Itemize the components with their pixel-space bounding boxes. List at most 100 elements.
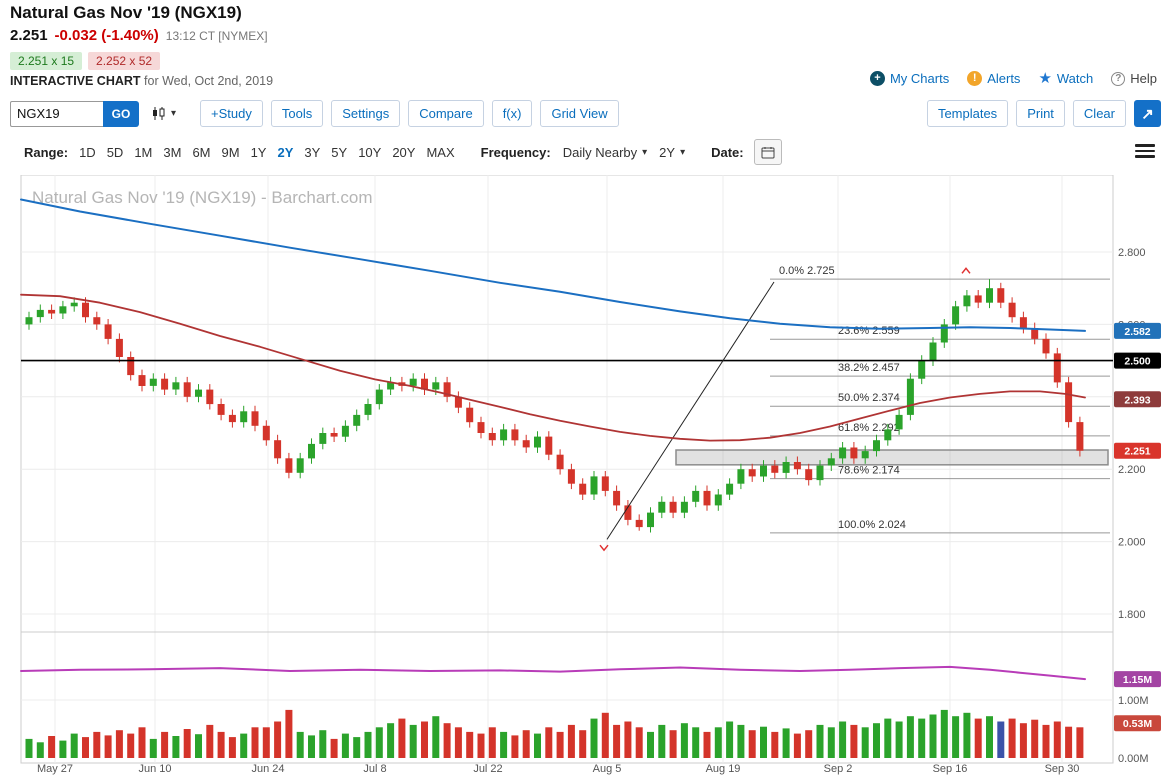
range-2y-selected[interactable]: 2Y (277, 144, 294, 160)
grid-view-button[interactable]: Grid View (540, 100, 619, 127)
range-5d[interactable]: 5D (106, 144, 124, 160)
help-label: Help (1130, 71, 1157, 86)
svg-text:Aug 5: Aug 5 (593, 763, 622, 775)
price-badge: 2.582 (1114, 322, 1161, 339)
svg-text:Jul 22: Jul 22 (473, 763, 502, 775)
clear-button[interactable]: Clear (1072, 100, 1126, 127)
watch-label: Watch (1056, 71, 1094, 86)
candlestick-icon (153, 107, 165, 120)
svg-text:100.0% 2.024: 100.0% 2.024 (838, 519, 906, 531)
tools-button[interactable]: Tools (270, 100, 324, 127)
alerts-label: Alerts (987, 71, 1021, 86)
svg-text:2.800: 2.800 (1118, 247, 1146, 259)
interactive-chart-row: INTERACTIVE CHART for Wed, Oct 2nd, 2019 (10, 74, 273, 88)
svg-text:2.251: 2.251 (1124, 446, 1150, 458)
svg-text:2.200: 2.200 (1118, 464, 1146, 476)
svg-text:2.500: 2.500 (1124, 356, 1150, 368)
chart-type-dropdown[interactable]: ▾ (147, 106, 180, 121)
print-button[interactable]: Print (1016, 100, 1065, 127)
svg-text:2.000: 2.000 (1118, 537, 1146, 549)
svg-text:Sep 30: Sep 30 (1045, 763, 1080, 775)
symbol-input[interactable] (10, 100, 103, 127)
svg-text:Jul 8: Jul 8 (363, 763, 386, 775)
settings-button[interactable]: Settings (331, 100, 401, 127)
ask-chip: 2.252 x 52 (88, 52, 161, 70)
range-bar: Range: 1D 5D 1M 3M 6M 9M 1Y 2Y 3Y 5Y 10Y… (24, 139, 782, 165)
svg-text:Aug 19: Aug 19 (706, 763, 741, 775)
price-change: -0.032 (-1.40%) (54, 27, 159, 44)
range-1y[interactable]: 1Y (250, 144, 267, 160)
page-title: Natural Gas Nov '19 (NGX19) (10, 3, 242, 22)
volume-badge: 1.15M (1114, 671, 1161, 688)
support-zone[interactable] (675, 449, 1109, 466)
svg-text:0.53M: 0.53M (1123, 718, 1152, 730)
chart-toolbar: GO ▾ +Study Tools Settings Compare f(x) … (10, 99, 1161, 128)
bid-chip: 2.251 x 15 (10, 52, 83, 70)
price-chart-canvas[interactable]: Natural Gas Nov '19 (NGX19) - Barchart.c… (0, 175, 1171, 781)
header-links: + My Charts ! Alerts ★ Watch ? Help (869, 71, 1157, 86)
svg-text:Jun 24: Jun 24 (251, 763, 284, 775)
chevron-down-icon: ▾ (171, 108, 177, 119)
my-charts-label: My Charts (889, 71, 950, 86)
alerts-link[interactable]: ! Alerts (967, 71, 1020, 86)
compare-button[interactable]: Compare (408, 100, 484, 127)
chevron-down-icon: ▾ (642, 146, 648, 158)
range-3m[interactable]: 3M (163, 144, 182, 160)
range-9m[interactable]: 9M (221, 144, 240, 160)
date-picker-button[interactable] (753, 139, 782, 165)
calendar-icon (761, 146, 775, 158)
add-study-button[interactable]: +Study (200, 100, 263, 127)
watch-link[interactable]: ★ Watch (1038, 71, 1093, 86)
my-charts-link[interactable]: + My Charts (869, 71, 950, 86)
frequency-label: Frequency: (480, 144, 551, 160)
help-link[interactable]: ? Help (1111, 71, 1157, 86)
period-value: 2Y (659, 144, 676, 160)
expand-chart-button[interactable]: ↗ (1134, 100, 1161, 127)
bid-ask-row: 2.251 x 15 2.252 x 52 (10, 52, 161, 70)
candlesticks (25, 279, 1084, 533)
range-20y[interactable]: 20Y (392, 144, 416, 160)
price-badge: 2.393 (1114, 391, 1161, 408)
period-dropdown[interactable]: 2Y ▾ (659, 145, 685, 160)
last-price: 2.251 (10, 27, 48, 44)
price-badge: 2.251 (1114, 442, 1161, 459)
price-axis: 2.8002.6002.4002.2002.0001.8001.00M0.00M… (1114, 247, 1161, 765)
chart-marker[interactable] (599, 544, 609, 552)
range-6m[interactable]: 6M (192, 144, 211, 160)
chevron-down-icon: ▾ (680, 146, 686, 158)
interactive-chart-label: INTERACTIVE CHART (10, 74, 141, 88)
menu-icon[interactable] (1135, 141, 1155, 161)
svg-text:0.00M: 0.00M (1118, 753, 1149, 765)
quote-row: 2.251 -0.032 (-1.40%) 13:12 CT [NYMEX] (10, 27, 268, 44)
range-5y[interactable]: 5Y (331, 144, 348, 160)
expand-icon: ↗ (1141, 105, 1154, 123)
my-charts-icon: + (869, 71, 885, 86)
volume-ma-line (20, 665, 1086, 681)
volume-bars (25, 709, 1084, 758)
fx-button[interactable]: f(x) (491, 100, 533, 127)
toolbar-left: GO ▾ +Study Tools Settings Compare f(x) … (10, 100, 619, 127)
ma-line-red (20, 293, 1086, 442)
svg-text:Sep 2: Sep 2 (824, 763, 853, 775)
gridlines (21, 175, 1113, 763)
interactive-chart-date: for Wed, Oct 2nd, 2019 (144, 74, 274, 88)
range-1m[interactable]: 1M (134, 144, 153, 160)
chart-marker[interactable] (961, 267, 971, 274)
svg-text:78.6% 2.174: 78.6% 2.174 (838, 465, 900, 477)
trend-line[interactable] (606, 281, 775, 540)
price-badge: 2.500 (1114, 352, 1161, 369)
range-10y[interactable]: 10Y (358, 144, 382, 160)
range-label: Range: (24, 144, 69, 160)
templates-button[interactable]: Templates (926, 100, 1009, 127)
range-max[interactable]: MAX (426, 144, 455, 160)
go-button[interactable]: GO (103, 100, 139, 127)
svg-text:1.15M: 1.15M (1123, 674, 1152, 686)
svg-text:1.800: 1.800 (1118, 609, 1146, 621)
date-axis: May 27 Jun 10 Jun 24 Jul 8 Jul 22 Aug 5 Aug 19… (37, 763, 1079, 775)
range-1d[interactable]: 1D (79, 144, 96, 160)
frequency-dropdown[interactable]: Daily Nearby ▾ (563, 145, 647, 160)
range-3y[interactable]: 3Y (304, 144, 321, 160)
date-label: Date: (711, 144, 744, 160)
